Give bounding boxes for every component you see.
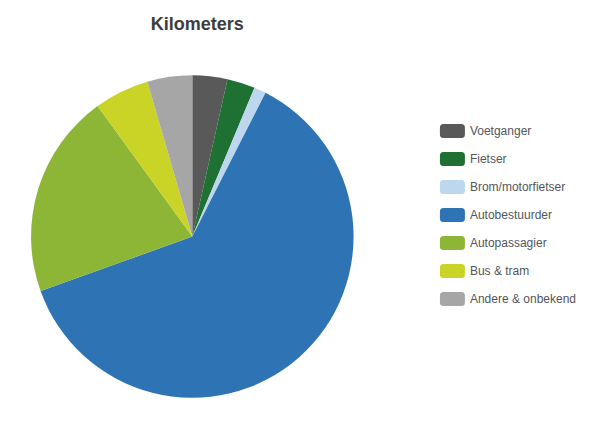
svg-text:Autopassagier: Autopassagier <box>470 236 547 250</box>
svg-text:Fietser: Fietser <box>470 152 507 166</box>
svg-text:Autobestuurder: Autobestuurder <box>470 208 552 222</box>
svg-text:Voetganger: Voetganger <box>470 124 531 138</box>
svg-text:Andere & onbekend: Andere & onbekend <box>470 292 576 306</box>
svg-text:Brom/motorfietser: Brom/motorfietser <box>470 180 565 194</box>
svg-text:Kilometers: Kilometers <box>151 14 244 34</box>
svg-text:Bus & tram: Bus & tram <box>470 264 529 278</box>
